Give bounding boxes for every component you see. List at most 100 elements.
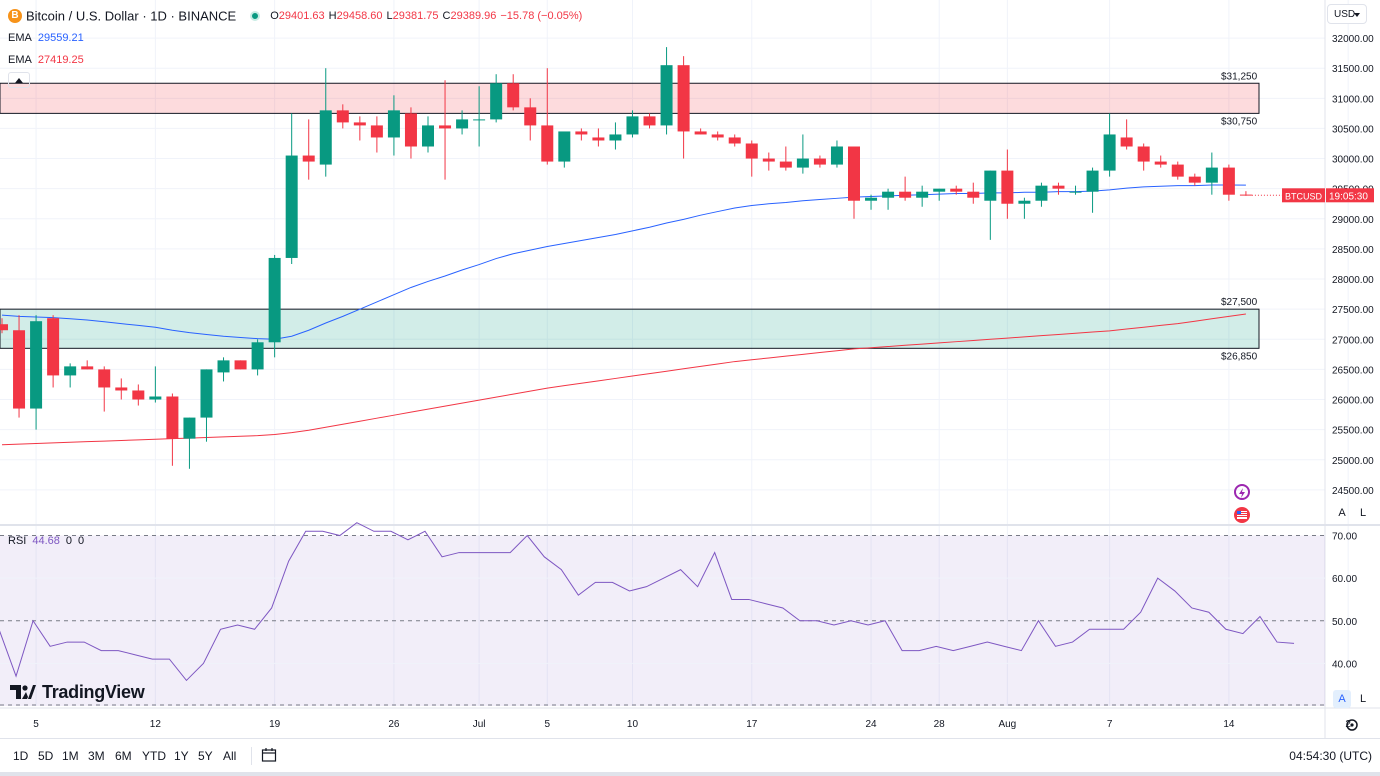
candle-body — [387, 110, 400, 138]
collapse-legend-button[interactable] — [8, 72, 30, 88]
candle-body — [336, 110, 349, 123]
utc-clock[interactable]: 04:54:30 (UTC) — [1289, 749, 1372, 763]
candle-body — [626, 116, 639, 135]
candle-body — [370, 125, 383, 138]
candle-body — [541, 125, 554, 162]
candle-body — [762, 158, 775, 162]
price-tick-label: 26500.00 — [1332, 365, 1374, 376]
time-tick-label: 7 — [1107, 719, 1113, 730]
candle-body — [47, 318, 60, 376]
price-tick-label: 29000.00 — [1332, 215, 1374, 226]
range-1y[interactable]: 1Y — [174, 749, 189, 763]
candle-body — [575, 131, 588, 135]
candle-body — [422, 125, 434, 147]
candle-body — [507, 83, 520, 108]
candle-body — [319, 110, 332, 165]
price-change: −15.78 (−0.05%) — [500, 9, 583, 22]
candle-body — [796, 158, 809, 168]
candle-body — [1205, 167, 1218, 183]
candle-body — [899, 191, 912, 198]
ema-slow-legend[interactable]: EMA 27419.25 — [8, 54, 84, 66]
candle-body — [1171, 164, 1184, 177]
time-tick-label: 19 — [269, 719, 281, 730]
support-zone — [0, 308, 1260, 349]
candle-body — [149, 396, 162, 400]
candle-body — [643, 116, 656, 126]
candle-body — [200, 369, 213, 418]
rsi-value: 44.68 — [32, 535, 60, 547]
candle-body — [830, 146, 843, 165]
bitcoin-logo-icon: B — [8, 8, 22, 23]
candle-body — [473, 119, 486, 121]
candle-body — [524, 107, 537, 126]
time-tick-label: 2 — [1345, 719, 1351, 730]
range-1m[interactable]: 1M — [62, 749, 79, 763]
zone-label-bottom: $26,850 — [1221, 351, 1258, 362]
rsi-tick-label: 50.00 — [1332, 617, 1357, 628]
candle-body — [115, 387, 128, 391]
log-scale-button[interactable]: L — [1359, 507, 1367, 519]
settings-gear-icon[interactable] — [1346, 719, 1358, 731]
price-tick-label: 26000.00 — [1332, 396, 1374, 407]
symbol-legend[interactable]: B Bitcoin / U.S. Dollar · 1D · BINANCE O29… — [8, 8, 586, 23]
range-3m[interactable]: 3M — [88, 749, 105, 763]
candle-body — [64, 366, 77, 376]
time-tick-label: Aug — [998, 719, 1016, 730]
candle-body — [166, 396, 179, 439]
range-all[interactable]: All — [223, 749, 237, 763]
calendar-range-icon[interactable] — [261, 747, 277, 762]
ema-fast-legend[interactable]: EMA 29559.21 — [8, 32, 84, 44]
rsi-log-scale-button[interactable]: L — [1359, 693, 1367, 705]
candle-body — [950, 188, 963, 192]
ema-slow-line — [1, 313, 1246, 446]
candle-body — [1035, 185, 1048, 201]
time-tick-label: 14 — [1223, 719, 1235, 730]
candle-body — [439, 125, 452, 129]
candle-body — [13, 330, 26, 409]
candle-body — [1137, 146, 1150, 162]
rsi-legend[interactable]: RSI 44.68 0 0 — [8, 535, 85, 547]
candle-body — [268, 257, 281, 343]
price-tick-label: 24500.00 — [1332, 486, 1374, 497]
symbol-tag: BTCUSD — [1285, 191, 1323, 201]
range-1d[interactable]: 1D — [13, 749, 29, 763]
candle-body — [677, 65, 690, 132]
candle-body — [1001, 170, 1014, 204]
price-tick-label: 25000.00 — [1332, 456, 1374, 467]
us-flag-event-icon[interactable] — [1234, 507, 1250, 523]
ema-slow-value: 27419.25 — [37, 54, 84, 66]
price-tick-label: 30500.00 — [1332, 124, 1374, 135]
price-tick-label: 31500.00 — [1332, 64, 1374, 75]
candle-body — [848, 146, 860, 201]
candle-body — [609, 134, 622, 141]
chart-area[interactable]: $31,250 $30,750 $27,500 $26,850 32000.00 3150… — [0, 0, 1380, 738]
chevron-up-icon — [15, 78, 23, 83]
time-tick-label: 28 — [934, 719, 946, 730]
candle-body — [1120, 137, 1133, 147]
currency-select[interactable]: USD — [1327, 4, 1367, 24]
range-ytd[interactable]: YTD — [142, 749, 166, 763]
time-tick-label: 5 — [544, 719, 550, 730]
ema-fast-value: 29559.21 — [37, 32, 84, 44]
candle-body — [1052, 185, 1065, 189]
candle-body — [81, 366, 94, 370]
market-status-icon — [250, 10, 261, 21]
candle-body — [251, 342, 264, 370]
lightning-icon[interactable] — [1234, 484, 1250, 500]
price-tick-label: 27500.00 — [1332, 305, 1374, 316]
candle-body — [302, 155, 315, 162]
candle-body — [967, 191, 980, 198]
countdown-tag: 19:05:30 — [1329, 191, 1368, 202]
range-5d[interactable]: 5D — [38, 749, 54, 763]
candle-body — [183, 417, 196, 439]
candle-body — [1154, 161, 1167, 165]
range-6m[interactable]: 6M — [115, 749, 132, 763]
range-5y[interactable]: 5Y — [198, 749, 213, 763]
auto-scale-button[interactable]: A — [1338, 507, 1346, 519]
candle-body — [353, 122, 366, 126]
tradingview-logo[interactable]: TradingView — [10, 682, 145, 703]
symbol-tag-bg — [1282, 188, 1325, 203]
rsi-tick-label: 70.00 — [1332, 532, 1357, 543]
rsi-auto-scale-button[interactable]: A — [1333, 690, 1351, 708]
candle-body — [1069, 191, 1082, 193]
